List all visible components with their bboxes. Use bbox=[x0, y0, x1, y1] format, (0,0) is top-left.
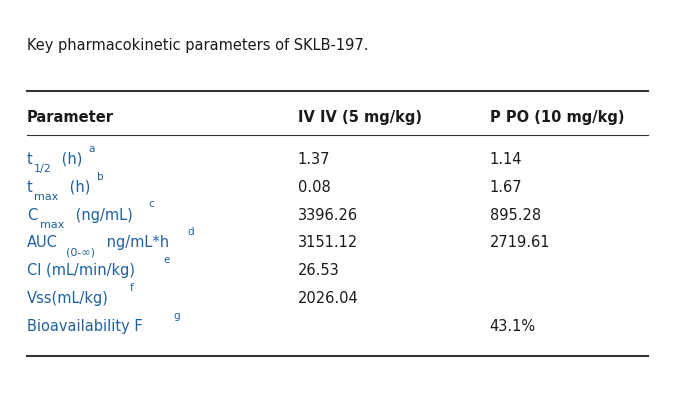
Text: 1.14: 1.14 bbox=[489, 152, 522, 167]
Text: f: f bbox=[130, 283, 134, 293]
Text: (h): (h) bbox=[57, 152, 82, 167]
Text: 3151.12: 3151.12 bbox=[298, 235, 358, 250]
Text: (0-∞): (0-∞) bbox=[65, 247, 95, 258]
Text: C: C bbox=[27, 207, 37, 222]
Text: max: max bbox=[34, 192, 59, 202]
Text: b: b bbox=[97, 171, 103, 182]
Text: 43.1%: 43.1% bbox=[489, 319, 536, 334]
Text: 2719.61: 2719.61 bbox=[489, 235, 550, 250]
Text: (h): (h) bbox=[65, 180, 90, 195]
Text: a: a bbox=[88, 144, 95, 154]
Text: e: e bbox=[163, 255, 169, 265]
Text: 2026.04: 2026.04 bbox=[298, 291, 358, 306]
Text: P PO (10 mg/kg): P PO (10 mg/kg) bbox=[489, 110, 624, 125]
Text: 0.08: 0.08 bbox=[298, 180, 331, 195]
Text: ng/mL*h: ng/mL*h bbox=[103, 235, 169, 250]
Text: t: t bbox=[27, 180, 32, 195]
Text: max: max bbox=[40, 220, 64, 229]
Text: c: c bbox=[148, 199, 155, 209]
Text: 1.37: 1.37 bbox=[298, 152, 330, 167]
Text: IV IV (5 mg/kg): IV IV (5 mg/kg) bbox=[298, 110, 422, 125]
Text: (ng/mL): (ng/mL) bbox=[70, 207, 132, 222]
Text: g: g bbox=[173, 310, 180, 321]
Text: 1.67: 1.67 bbox=[489, 180, 522, 195]
Text: Parameter: Parameter bbox=[27, 110, 114, 125]
Text: AUC: AUC bbox=[27, 235, 57, 250]
Text: d: d bbox=[187, 227, 194, 237]
Text: 1/2: 1/2 bbox=[34, 164, 52, 174]
Text: 3396.26: 3396.26 bbox=[298, 207, 358, 222]
Text: 26.53: 26.53 bbox=[298, 263, 340, 278]
Text: 895.28: 895.28 bbox=[489, 207, 541, 222]
Text: t: t bbox=[27, 152, 32, 167]
Text: Cl (mL/min/kg): Cl (mL/min/kg) bbox=[27, 263, 135, 278]
Text: Vss(mL/kg): Vss(mL/kg) bbox=[27, 291, 109, 306]
Text: Key pharmacokinetic parameters of SKLB-197.: Key pharmacokinetic parameters of SKLB-1… bbox=[27, 38, 369, 53]
Text: Bioavailability F: Bioavailability F bbox=[27, 319, 142, 334]
